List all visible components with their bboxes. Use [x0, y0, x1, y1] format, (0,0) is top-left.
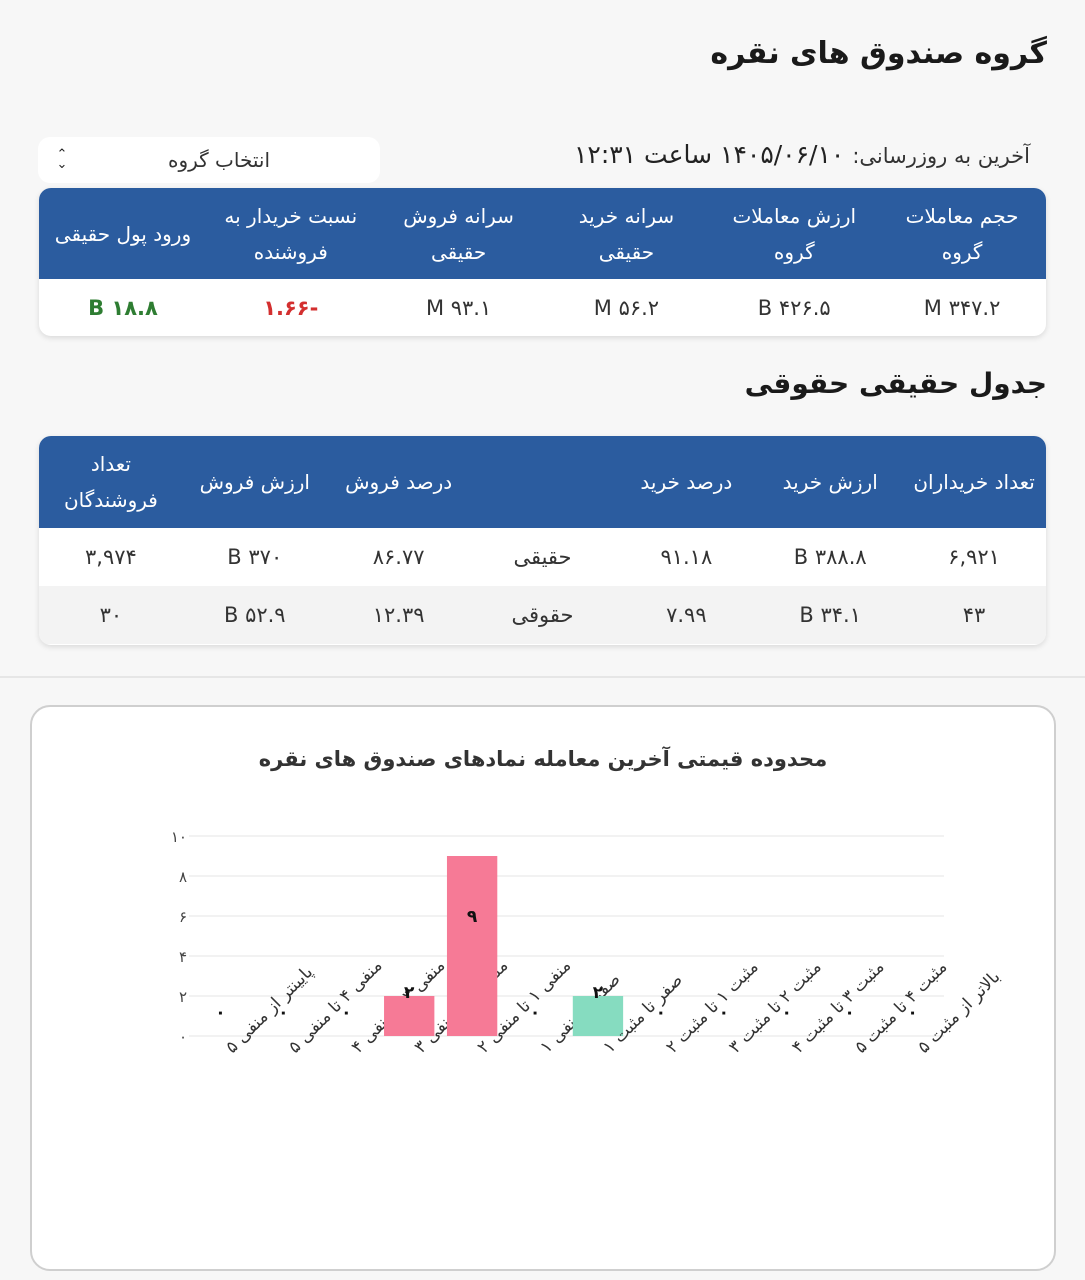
table-row: ۶,۹۲۱ ۳۸۸.۸ B ۹۱.۱۸ حقیقی ۸۶.۷۷ ۳۷۰ B ۳,…: [39, 528, 1046, 586]
y-tick-label: ۰: [179, 1028, 187, 1046]
table-cell: ۶,۹۲۱: [948, 545, 1000, 569]
summary-table-header: حجم معاملات گروه ارزش معاملات گروه سرانه…: [39, 188, 1046, 279]
table-cell: ۳۷۰ B: [227, 545, 283, 569]
table-row: ۴۳ ۳۴.۱ B ۷.۹۹ حقوقی ۱۲.۳۹ ۵۲.۹ B ۳۰: [39, 586, 1046, 644]
data-label: ۲: [593, 983, 604, 1003]
legal-table: تعداد خریداران ارزش خرید درصد خرید درصد …: [39, 436, 1046, 645]
data-label: ۰: [656, 1003, 666, 1023]
summary-header-cell: نسبت خریدار به فروشنده: [224, 203, 358, 264]
summary-header-cell: حجم معاملات گروه: [905, 203, 1019, 264]
bar: [572, 996, 624, 1036]
table-cell: ۴۲۶.۵ B: [757, 295, 831, 320]
data-label: ۰: [278, 1003, 288, 1023]
y-tick-label: ۸: [179, 868, 187, 886]
table-cell: ۳۴.۱ B: [799, 603, 862, 627]
chart-title: محدوده قیمتی آخرین معامله نمادهای صندوق …: [258, 747, 828, 771]
section-divider: [0, 676, 1085, 678]
summary-header-cell: ارزش معاملات گروه: [732, 203, 857, 264]
table-cell: ۳۰: [99, 603, 123, 627]
buyer-seller-ratio-value: -۱.۶۶: [263, 295, 319, 320]
legal-header-cell: ارزش خرید: [782, 470, 878, 494]
last-update-label: آخرین به روزرسانی:: [852, 144, 1030, 168]
summary-header-cell: سرانه خرید حقیقی: [578, 203, 675, 264]
table-cell: ۵۶.۲ M: [593, 295, 660, 320]
table-cell: ۹۳.۱ M: [425, 295, 492, 320]
unfold-chevrons-icon: ⌃ ⌄: [56, 146, 68, 172]
table-cell: ۹۱.۱۸: [660, 545, 713, 569]
table-cell: حقیقی: [513, 545, 572, 569]
legal-table-header: تعداد خریداران ارزش خرید درصد خرید درصد …: [39, 436, 1046, 528]
table-cell: ۳۸۸.۸ B: [793, 545, 867, 569]
bar: [384, 996, 435, 1036]
bar: [446, 856, 498, 1036]
data-label: ۰: [719, 1003, 729, 1023]
individual-money-inflow-value: ۱۸.۸ B: [88, 295, 158, 320]
y-tick-label: ۲: [179, 988, 187, 1006]
y-tick-label: ۶: [179, 908, 187, 926]
table-cell: حقوقی: [511, 603, 574, 627]
data-label: ۰: [215, 1003, 225, 1023]
legal-header-cell: ارزش فروش: [199, 470, 310, 494]
table-cell: ۳,۹۷۴: [85, 545, 137, 569]
last-update: آخرین به روزرسانی: ۱۴۰۵/۰۶/۱۰ ساعت ۱۲:۳۱: [574, 140, 1030, 169]
summary-header-cell: ورود پول حقیقی: [54, 221, 192, 246]
y-tick-label: ۱۰: [171, 828, 187, 846]
table-cell: ۵۲.۹ B: [223, 603, 286, 627]
summary-header-cell: سرانه فروش حقیقی: [403, 203, 514, 264]
data-label: ۰: [844, 1003, 854, 1023]
table-cell: ۱۲.۳۹: [372, 603, 425, 627]
table-row: ۳۴۷.۲ M ۴۲۶.۵ B ۵۶.۲ M ۹۳.۱ M -۱.۶۶ ۱۸.۸…: [39, 279, 1046, 336]
data-label: ۰: [341, 1003, 351, 1023]
y-tick-label: ۴: [179, 948, 187, 966]
table-cell: ۳۴۷.۲ M: [923, 295, 1001, 320]
data-label: ۰: [530, 1003, 540, 1023]
legal-header-cell: تعداد خریداران: [913, 470, 1035, 494]
legal-header-cell: درصد خرید: [640, 470, 733, 494]
price-range-chart-card: محدوده قیمتی آخرین معامله نمادهای صندوق …: [30, 705, 1056, 1271]
group-select[interactable]: انتخاب گروه ⌃ ⌄: [38, 137, 380, 183]
last-update-value: ۱۴۰۵/۰۶/۱۰ ساعت ۱۲:۳۱: [573, 140, 845, 169]
summary-table: حجم معاملات گروه ارزش معاملات گروه سرانه…: [39, 188, 1046, 336]
group-select-label: انتخاب گروه: [167, 148, 271, 172]
legal-header-cell: [471, 436, 615, 528]
section-title: جدول حقیقی حقوقی: [744, 367, 1047, 400]
table-cell: ۷.۹۹: [666, 603, 707, 627]
table-cell: ۸۶.۷۷: [372, 545, 425, 569]
data-label: ۲: [404, 983, 415, 1003]
data-label: ۰: [907, 1003, 917, 1023]
legal-header-cell: تعداد فروشندگان: [63, 452, 158, 512]
table-cell: ۴۳: [962, 603, 986, 627]
data-label: ۹: [467, 907, 478, 927]
data-label: ۰: [782, 1003, 792, 1023]
legal-header-cell: درصد فروش: [345, 470, 453, 494]
page-title: گروه صندوق های نقره: [710, 36, 1047, 71]
